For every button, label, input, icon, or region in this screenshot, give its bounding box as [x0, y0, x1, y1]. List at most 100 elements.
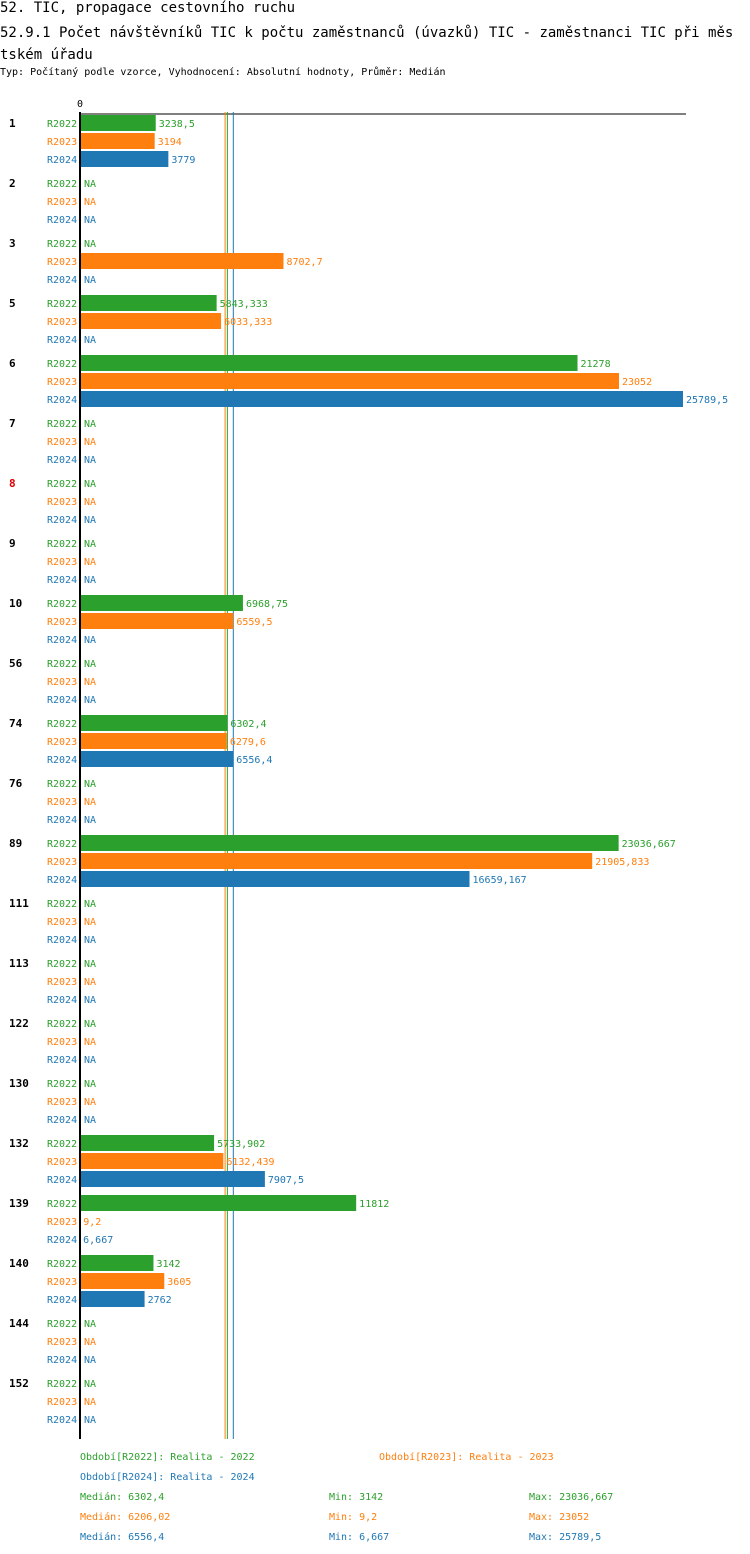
series-label: R2024 [47, 275, 77, 286]
category-label: 76 [9, 777, 23, 790]
series-label: R2024 [47, 1295, 77, 1306]
series-label: R2023 [47, 857, 77, 868]
series-label: R2023 [47, 677, 77, 688]
value-label: 3605 [167, 1277, 191, 1288]
series-label: R2022 [47, 299, 77, 310]
category-label: 8 [9, 477, 16, 490]
na-label: NA [84, 557, 96, 568]
series-label: R2022 [47, 839, 77, 850]
na-label: NA [84, 1019, 96, 1030]
na-label: NA [84, 539, 96, 550]
category-label: 2 [9, 177, 16, 190]
series-label: R2023 [47, 617, 77, 628]
category-label: 113 [9, 957, 29, 970]
stat-max-R2024: Max: 25789,5 [529, 1532, 601, 1543]
value-label: 21278 [581, 359, 611, 370]
na-label: NA [84, 479, 96, 490]
bar-R2022 [80, 1195, 357, 1211]
category-label: 74 [9, 717, 23, 730]
series-label: R2024 [47, 1055, 77, 1066]
na-label: NA [84, 1037, 96, 1048]
category-label: 9 [9, 537, 16, 550]
series-label: R2024 [47, 455, 77, 466]
series-label: R2023 [47, 1097, 77, 1108]
legend-entry-R2023: Období[R2023]: Realita - 2023 [379, 1451, 554, 1463]
value-label: 3142 [156, 1259, 180, 1270]
series-label: R2022 [47, 359, 77, 370]
value-label: 6033,333 [224, 317, 272, 328]
series-label: R2023 [47, 737, 77, 748]
na-label: NA [84, 1379, 96, 1390]
series-label: R2022 [47, 599, 77, 610]
stat-min-R2023: Min: 9,2 [329, 1512, 377, 1523]
value-label: 16659,167 [473, 875, 527, 886]
value-label: 21905,833 [595, 857, 649, 868]
series-label: R2022 [47, 779, 77, 790]
na-label: NA [84, 1097, 96, 1108]
na-label: NA [84, 659, 96, 670]
category-label: 140 [9, 1257, 29, 1270]
series-label: R2022 [47, 539, 77, 550]
value-label: 9,2 [83, 1217, 101, 1228]
na-label: NA [84, 575, 96, 586]
chart-subtitle: 52.9.1 Počet návštěvníků TIC k počtu zam… [0, 25, 734, 63]
stat-min-R2024: Min: 6,667 [329, 1532, 389, 1543]
bar-R2022 [80, 835, 619, 851]
value-label: 6279,6 [230, 737, 266, 748]
category-label: 1 [9, 117, 16, 130]
category-label: 10 [9, 597, 22, 610]
value-label: 23036,667 [622, 839, 676, 850]
series-label: R2023 [47, 197, 77, 208]
bar-R2022 [80, 595, 243, 611]
series-label: R2024 [47, 1115, 77, 1126]
bar-R2022 [80, 295, 217, 311]
category-label: 89 [9, 837, 22, 850]
bar-R2023 [80, 373, 619, 389]
na-label: NA [84, 1055, 96, 1066]
bar-R2023 [80, 613, 234, 629]
value-label: 3779 [171, 155, 195, 166]
category-label: 7 [9, 417, 16, 430]
bar-R2024 [80, 1291, 145, 1307]
axis-zero-label: 0 [77, 99, 83, 110]
na-label: NA [84, 335, 96, 346]
series-label: R2024 [47, 575, 77, 586]
series-label: R2024 [47, 815, 77, 826]
series-label: R2023 [47, 257, 77, 268]
series-label: R2023 [47, 377, 77, 388]
stat-min-R2022: Min: 3142 [329, 1492, 383, 1503]
series-label: R2024 [47, 635, 77, 646]
category-label: 6 [9, 357, 16, 370]
value-label: 3194 [158, 137, 182, 148]
na-label: NA [84, 1079, 96, 1090]
na-label: NA [84, 197, 96, 208]
na-label: NA [84, 995, 96, 1006]
series-label: R2022 [47, 1259, 77, 1270]
na-label: NA [84, 635, 96, 646]
series-label: R2023 [47, 917, 77, 928]
na-label: NA [84, 677, 96, 688]
series-label: R2024 [47, 515, 77, 526]
series-label: R2022 [47, 179, 77, 190]
na-label: NA [84, 917, 96, 928]
bar-R2023 [80, 313, 222, 329]
na-label: NA [84, 455, 96, 466]
bar-R2024 [80, 151, 169, 167]
na-label: NA [84, 935, 96, 946]
value-label: 6556,4 [236, 755, 272, 766]
na-label: NA [84, 497, 96, 508]
series-label: R2023 [47, 1157, 77, 1168]
series-label: R2024 [47, 215, 77, 226]
bar-R2022 [80, 1255, 154, 1271]
series-label: R2023 [47, 1337, 77, 1348]
bar-R2023 [80, 133, 155, 149]
series-label: R2024 [47, 1415, 77, 1426]
series-label: R2024 [47, 395, 77, 406]
category-label: 132 [9, 1137, 29, 1150]
category-label: 152 [9, 1377, 29, 1390]
series-label: R2022 [47, 719, 77, 730]
series-label: R2022 [47, 1019, 77, 1030]
series-label: R2023 [47, 497, 77, 508]
category-label: 3 [9, 237, 16, 250]
na-label: NA [84, 437, 96, 448]
